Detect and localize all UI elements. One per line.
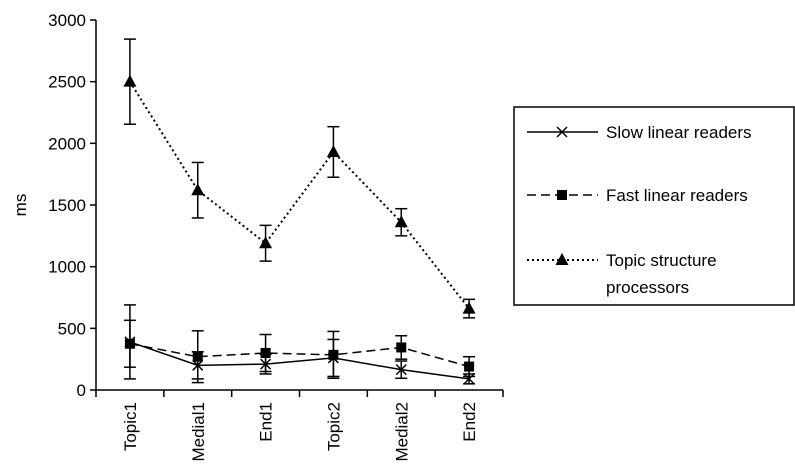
data-point — [463, 373, 475, 385]
legend-marker — [556, 126, 568, 138]
data-point — [259, 236, 273, 249]
y-tick-label: 0 — [77, 381, 86, 400]
data-point — [328, 349, 339, 360]
series-2 — [123, 38, 476, 319]
x-tick-label: Topic1 — [121, 402, 140, 451]
data-point — [464, 361, 475, 372]
legend-marker — [555, 253, 569, 265]
data-point — [462, 301, 476, 314]
series-line — [129, 341, 470, 380]
legend-entry: Fast linear readers — [527, 186, 748, 205]
legend-label: processors — [606, 278, 689, 297]
y-tick-label: 1500 — [48, 196, 86, 215]
legend: Slow linear readers Fast linear readers To… — [513, 106, 795, 306]
legend-label: Topic structure — [606, 251, 717, 270]
y-tick-label: 2000 — [48, 134, 86, 153]
x-tick-label: End2 — [460, 402, 479, 442]
data-point — [191, 183, 205, 196]
data-point — [326, 144, 340, 157]
series-0 — [123, 304, 476, 385]
data-point — [394, 215, 408, 228]
x-tick-label: Medial1 — [189, 402, 208, 462]
data-point — [123, 74, 137, 87]
series-layer — [123, 38, 476, 385]
data-point — [192, 351, 203, 362]
series-line — [129, 81, 470, 310]
legend-entry: Topic structure processors — [527, 251, 717, 297]
data-point — [395, 364, 407, 376]
legend-box — [513, 106, 795, 306]
x-tick-label: End1 — [257, 402, 276, 442]
x-tick-label: Topic2 — [324, 402, 343, 451]
legend-label: Slow linear readers — [606, 123, 752, 142]
legend-entry: Slow linear readers — [527, 123, 752, 142]
legend-marker — [557, 190, 567, 200]
legend-label: Fast linear readers — [606, 186, 748, 205]
series-1 — [123, 319, 476, 384]
data-point — [396, 342, 407, 353]
series-line — [129, 343, 470, 368]
y-tick-label: 3000 — [48, 11, 86, 30]
x-tick-label: Medial2 — [392, 402, 411, 462]
y-tick-label: 2500 — [48, 73, 86, 92]
y-tick-label: 500 — [58, 319, 86, 338]
data-point — [260, 348, 271, 358]
axes: 0 500 1000 1500 2000 2500 3000 Topic1 Medial1 End… — [48, 11, 504, 462]
data-point — [124, 338, 135, 349]
y-axis-title: ms — [11, 194, 30, 217]
y-tick-label: 1000 — [48, 258, 86, 277]
